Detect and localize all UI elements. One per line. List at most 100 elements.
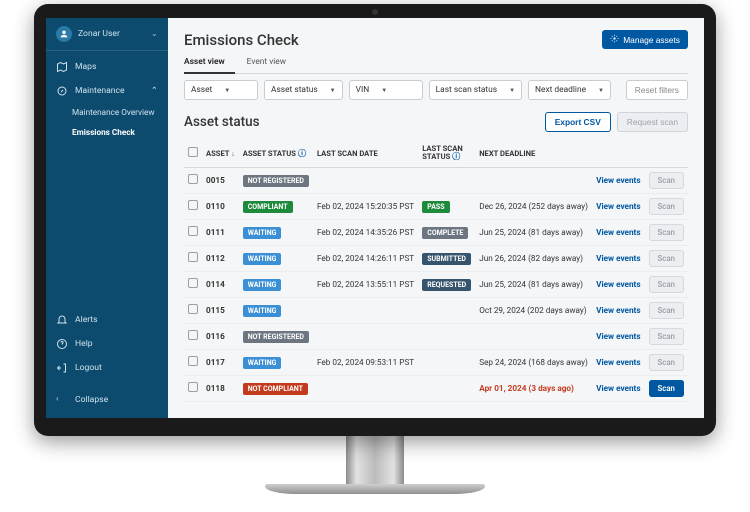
filter-asset-status[interactable]: Asset status▼ — [264, 80, 343, 100]
asset-status-badge: WAITING — [243, 305, 282, 317]
scan-button[interactable]: Scan — [649, 172, 684, 189]
sidebar-item-alerts[interactable]: Alerts — [46, 308, 168, 332]
scan-button[interactable]: Scan — [649, 276, 684, 293]
chevron-down-icon: ▼ — [509, 87, 515, 94]
manage-assets-button[interactable]: Manage assets — [602, 30, 688, 49]
next-deadline: Sep 24, 2024 (168 days away) — [475, 350, 592, 376]
logout-icon — [56, 362, 68, 374]
asset-id: 0118 — [202, 376, 239, 402]
next-deadline — [475, 324, 592, 350]
info-icon[interactable]: ⓘ — [298, 149, 306, 158]
scan-button[interactable]: Scan — [649, 380, 684, 397]
select-all-checkbox[interactable] — [188, 147, 198, 157]
next-deadline: Jun 25, 2024 (81 days away) — [475, 272, 592, 298]
chevron-down-icon: ▼ — [224, 87, 230, 94]
scan-status-badge: PASS — [422, 201, 449, 213]
row-checkbox[interactable] — [188, 382, 198, 392]
asset-id: 0110 — [202, 194, 239, 220]
sidebar-item-help[interactable]: Help — [46, 332, 168, 356]
scan-button[interactable]: Scan — [649, 302, 684, 319]
view-events-link[interactable]: View events — [596, 228, 640, 238]
scan-button[interactable]: Scan — [649, 250, 684, 267]
gear-icon — [610, 34, 619, 45]
info-icon[interactable]: ⓘ — [452, 152, 460, 161]
filter-bar: Asset▼Asset status▼VIN▼Last scan status▼… — [184, 80, 688, 100]
view-events-link[interactable]: View events — [596, 358, 640, 368]
asset-id: 0115 — [202, 298, 239, 324]
row-checkbox[interactable] — [188, 278, 198, 288]
user-menu[interactable]: Zonar User ⌄ — [46, 18, 168, 51]
filter-label: Asset — [191, 85, 212, 95]
chevron-left-icon: ‹ — [56, 394, 68, 406]
view-events-link[interactable]: View events — [596, 254, 640, 264]
sidebar-collapse[interactable]: ‹ Collapse — [46, 388, 168, 412]
tabs: Asset view Event view — [184, 53, 688, 74]
table-row: 0116NOT REGISTEREDView eventsScan — [184, 324, 688, 350]
page-title: Emissions Check — [184, 31, 299, 49]
view-events-link[interactable]: View events — [596, 332, 640, 342]
col-asset-status[interactable]: ASSET STATUSⓘ — [239, 140, 313, 168]
filter-next-deadline[interactable]: Next deadline▼ — [528, 80, 611, 100]
asset-status-table: ASSET ↓ ASSET STATUSⓘ LAST SCAN DATE LAS… — [184, 140, 688, 402]
table-row: 0111WAITINGFeb 02, 2024 14:35:26 PSTCOMP… — [184, 220, 688, 246]
request-scan-button[interactable]: Request scan — [617, 112, 688, 132]
row-checkbox[interactable] — [188, 200, 198, 210]
asset-id: 0117 — [202, 350, 239, 376]
last-scan-date: Feb 02, 2024 14:35:26 PST — [313, 220, 418, 246]
row-checkbox[interactable] — [188, 356, 198, 366]
row-checkbox[interactable] — [188, 226, 198, 236]
view-events-link[interactable]: View events — [596, 306, 640, 316]
tab-event-view[interactable]: Event view — [247, 53, 296, 73]
scan-status-badge: SUBMITTED — [422, 253, 471, 265]
section-title: Asset status — [184, 114, 260, 130]
last-scan-date: Feb 02, 2024 15:20:35 PST — [313, 194, 418, 220]
col-last-scan-date[interactable]: LAST SCAN DATE — [313, 140, 418, 168]
table-row: 0110COMPLIANTFeb 02, 2024 15:20:35 PSTPA… — [184, 194, 688, 220]
col-last-scan-status[interactable]: LAST SCANSTATUSⓘ — [418, 140, 475, 168]
chevron-down-icon: ▼ — [598, 87, 604, 94]
export-csv-button[interactable]: Export CSV — [545, 112, 611, 132]
asset-status-badge: WAITING — [243, 279, 282, 291]
col-asset[interactable]: ASSET ↓ — [202, 140, 239, 168]
table-row: 0112WAITINGFeb 02, 2024 14:26:11 PSTSUBM… — [184, 246, 688, 272]
last-scan-date: Feb 02, 2024 09:53:11 PST — [313, 350, 418, 376]
view-events-link[interactable]: View events — [596, 384, 640, 394]
scan-button[interactable]: Scan — [649, 328, 684, 345]
sidebar-label-help: Help — [75, 339, 93, 349]
next-deadline: Apr 01, 2024 (3 days ago) — [475, 376, 592, 402]
row-checkbox[interactable] — [188, 304, 198, 314]
view-events-link[interactable]: View events — [596, 202, 640, 212]
sidebar-sub-emissions[interactable]: Emissions Check — [46, 123, 168, 143]
row-checkbox[interactable] — [188, 174, 198, 184]
col-next-deadline[interactable]: NEXT DEADLINE — [475, 140, 592, 168]
webcam-dot — [372, 9, 378, 15]
chevron-down-icon: ▼ — [381, 87, 387, 94]
tab-asset-view[interactable]: Asset view — [184, 53, 235, 74]
sidebar-item-logout[interactable]: Logout — [46, 356, 168, 380]
chevron-down-icon: ▼ — [330, 87, 336, 94]
last-scan-date — [313, 376, 418, 402]
filter-asset[interactable]: Asset ▼ — [184, 80, 258, 100]
view-events-link[interactable]: View events — [596, 280, 640, 290]
scan-button[interactable]: Scan — [649, 354, 684, 371]
sidebar-item-maps[interactable]: Maps — [46, 55, 168, 79]
row-checkbox[interactable] — [188, 252, 198, 262]
scan-button[interactable]: Scan — [649, 224, 684, 241]
sidebar-sub-overview[interactable]: Maintenance Overview — [46, 103, 168, 123]
bell-icon — [56, 314, 68, 326]
chevron-up-icon: ⌃ — [151, 86, 158, 96]
asset-status-badge: NOT COMPLIANT — [243, 383, 308, 395]
row-checkbox[interactable] — [188, 330, 198, 340]
filter-label: Last scan status — [436, 85, 497, 95]
table-row: 0114WAITINGFeb 02, 2024 13:55:11 PSTREQU… — [184, 272, 688, 298]
scan-button[interactable]: Scan — [649, 198, 684, 215]
sidebar-label-collapse: Collapse — [75, 395, 108, 405]
filter-last-scan-status[interactable]: Last scan status ▼ — [429, 80, 522, 100]
view-events-link[interactable]: View events — [596, 176, 640, 186]
sidebar: Zonar User ⌄ Maps Maintenance — [46, 18, 168, 418]
filter-vin[interactable]: VIN▼ — [349, 80, 423, 100]
reset-filters-button[interactable]: Reset filters — [626, 80, 688, 100]
asset-id: 0112 — [202, 246, 239, 272]
sidebar-item-maintenance[interactable]: Maintenance ⌃ — [46, 79, 168, 103]
next-deadline: Dec 26, 2024 (252 days away) — [475, 194, 592, 220]
